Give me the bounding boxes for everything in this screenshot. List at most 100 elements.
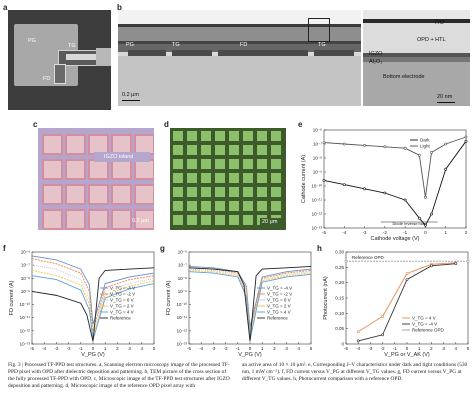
y-tick-label: 0.20 xyxy=(335,280,344,285)
d-pixel-cell xyxy=(173,145,183,155)
panel-h-letter: h xyxy=(317,244,322,253)
b-tg-label-1: TG xyxy=(172,42,180,48)
data-point xyxy=(342,142,346,146)
x-tick-label: 3 xyxy=(285,346,288,351)
c-pixel-cell xyxy=(134,209,154,230)
legend-label: V_TG = 4 V xyxy=(110,310,134,315)
annotation: Diode reverse bias xyxy=(393,221,426,226)
data-point xyxy=(363,187,366,191)
y-tick-label: 10⁻⁷ xyxy=(313,142,322,147)
data-point xyxy=(417,153,421,157)
d-pixel-cell xyxy=(215,201,225,211)
d-pixel-cell xyxy=(187,215,197,225)
d-pixel-cell xyxy=(257,159,267,169)
zoom-scale-label: 20 nm xyxy=(437,94,453,100)
c-pixel-cell xyxy=(111,209,132,230)
d-pixel-cell xyxy=(257,131,267,141)
y-tick-label: 10⁻¹² xyxy=(312,212,323,217)
series-line xyxy=(31,255,155,325)
x-tick-label: -5 xyxy=(187,346,191,351)
x-tick-label: -4 xyxy=(342,230,346,235)
y-tick-label: 10⁻¹¹ xyxy=(312,198,323,203)
b-tg-label-2: TG xyxy=(318,42,326,48)
series-line xyxy=(188,266,312,328)
data-point xyxy=(381,315,385,318)
series-line xyxy=(31,258,155,331)
x-tick-label: -2 xyxy=(67,346,71,351)
y-tick-label: 0.25 xyxy=(335,265,344,270)
x-axis-label: V_PG or V_AK (V) xyxy=(384,352,430,358)
d-pixel-cell xyxy=(243,215,253,225)
data-point xyxy=(464,139,468,143)
d-pixel-cell xyxy=(257,187,267,197)
series-line xyxy=(31,269,155,338)
chart-g: -5 -4 -3 -2 -1 0 1 2 3 4 5 10⁻⁶ 10⁻⁷ 10⁻⁸ 10⁻⁹ 10⁻¹⁰ 10⁻… xyxy=(166,250,313,359)
y-tick-label: 10⁻¹³ xyxy=(20,342,31,347)
fd-label: FD xyxy=(43,76,51,82)
data-point xyxy=(454,262,458,266)
y-tick-label: 10⁻¹⁰ xyxy=(176,302,187,307)
d-pixel-cell xyxy=(215,131,225,141)
data-point xyxy=(356,339,360,343)
d-pixel-cell xyxy=(243,173,253,183)
x-tick-label: 4 xyxy=(298,346,301,351)
d-pixel-cell xyxy=(173,131,183,141)
panel-b-letter: b xyxy=(117,3,122,12)
data-point xyxy=(444,167,448,171)
panel-c-letter: c xyxy=(33,120,38,129)
x-tick-label: 5 xyxy=(153,346,156,351)
chart-h: -5 -4 -3 -2 -1 0 1 2 3 4 5 0 0.05 0.10 0.15 0.20 0.25 0.3… xyxy=(323,250,470,359)
d-pixel-cell xyxy=(257,201,267,211)
x-tick-label: 1 xyxy=(418,346,421,351)
x-axis-label: V_PG (V) xyxy=(238,352,262,358)
legend-label: V_TG = -2 V xyxy=(110,292,135,297)
opd-htl-label: OPD + HTL xyxy=(417,37,446,43)
d-pixel-cell xyxy=(229,173,239,183)
legend-label: V_TG = 2 V xyxy=(110,304,134,309)
b-pg-label: PG xyxy=(126,42,134,48)
y-tick-label: 0.10 xyxy=(335,311,344,316)
d-pixel-cell xyxy=(173,201,183,211)
igzo-label: IGZO xyxy=(369,51,383,57)
c-pixel-cell xyxy=(88,209,109,230)
d-pixel-cell xyxy=(229,159,239,169)
x-tick-label: 5 xyxy=(467,346,470,351)
y-tick-label: 10⁻¹² xyxy=(20,328,31,333)
x-tick-label: -5 xyxy=(30,346,34,351)
panel-e-letter: e xyxy=(298,120,303,129)
x-tick-label: -4 xyxy=(42,346,46,351)
legend-label: V_TG = 4 V xyxy=(412,316,436,321)
c-pixel-cell xyxy=(65,209,86,230)
x-tick-label: -1 xyxy=(393,346,397,351)
series-line xyxy=(31,275,155,341)
data-point xyxy=(430,212,433,216)
d-pixel-cell xyxy=(243,201,253,211)
y-tick-label: 10⁻¹³ xyxy=(177,342,188,347)
x-axis-label: Cathode voltage (V) xyxy=(371,236,420,242)
b-scale-bar xyxy=(122,100,140,101)
d-pixel-cell xyxy=(229,201,239,211)
d-pixel-cell xyxy=(173,159,183,169)
d-pixel-cell xyxy=(271,201,281,211)
d-pixel-cell xyxy=(243,187,253,197)
data-point xyxy=(424,223,427,227)
x-tick-label: 2 xyxy=(465,230,468,235)
plot-frame xyxy=(323,129,467,229)
data-point xyxy=(381,333,385,337)
data-point xyxy=(403,198,407,202)
y-tick-label: 10⁻⁶ xyxy=(178,250,187,255)
d-pixel-cell xyxy=(201,159,211,169)
panel-a-sem-image: PG TG FD xyxy=(8,10,111,110)
y-tick-label: 10⁻⁷ xyxy=(21,263,30,268)
c-scale-label: 0.2 μm xyxy=(132,218,149,224)
y-tick-label: 0 xyxy=(341,342,344,347)
y-tick-label: 10⁻⁹ xyxy=(21,289,30,294)
d-pixel-cell xyxy=(215,215,225,225)
d-pixel-cell xyxy=(271,187,281,197)
y-axis-label: FD current (A) xyxy=(166,280,172,315)
d-pixel-cell xyxy=(229,131,239,141)
x-tick-label: 1 xyxy=(104,346,107,351)
panel-c-microscope-image: IGZO island 0.2 μm xyxy=(38,128,154,230)
series-line xyxy=(188,271,312,341)
y-tick-label: 10⁻¹⁰ xyxy=(311,184,322,189)
